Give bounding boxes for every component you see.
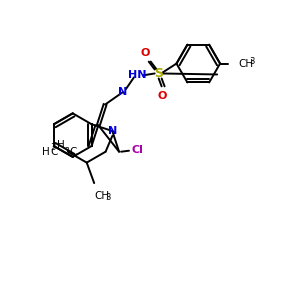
Text: H: H (57, 140, 65, 150)
Text: CH: CH (238, 58, 253, 69)
Text: C: C (70, 147, 77, 157)
Text: O: O (140, 48, 149, 58)
Text: C: C (50, 147, 58, 157)
Text: O: O (158, 91, 167, 101)
Text: CH: CH (94, 191, 109, 201)
Text: S: S (154, 67, 163, 80)
Text: 3: 3 (105, 193, 110, 202)
Text: 3: 3 (250, 57, 255, 66)
Text: Cl: Cl (132, 145, 144, 155)
Text: 3: 3 (65, 147, 70, 156)
Text: 3: 3 (50, 143, 56, 152)
Text: HN: HN (128, 70, 146, 80)
Text: N: N (108, 126, 117, 136)
Text: N: N (118, 87, 128, 97)
Text: H: H (42, 147, 50, 157)
